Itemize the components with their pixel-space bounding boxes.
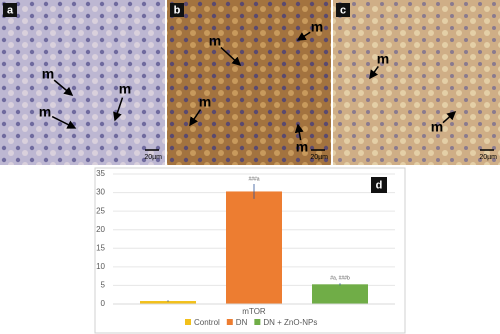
y-tick-label: 25 [96,206,105,215]
marker-label: m [377,51,389,67]
marker-label: m [311,19,323,35]
marker-label: m [119,81,131,97]
y-tick-label: 35 [96,169,105,178]
legend-label: DN [236,318,248,327]
scale-label: 20µm [310,154,328,161]
y-tick-label: 5 [101,281,106,290]
bar [312,284,368,304]
y-tick-label: 10 [96,262,105,271]
micrograph [0,0,165,165]
marker-label: m [199,94,211,110]
panel-label: b [174,4,181,16]
micrograph [167,0,331,165]
marker-arrow [294,123,304,141]
legend-swatch [185,319,191,325]
marker-label: m [39,104,51,120]
marker-arrow [442,111,457,124]
annotation: ###a [248,176,259,182]
legend-label: DN + ZnO-NPs [263,318,317,327]
x-tick-label: mTOR [242,307,266,316]
micrograph [333,0,500,165]
annotation: #a, ###b [330,276,350,282]
marker-arrow [220,46,242,67]
y-tick-label: 30 [96,188,105,197]
marker-label: m [42,66,54,82]
marker-label: m [209,33,221,49]
marker-arrow [189,109,202,127]
marker-arrow [51,115,77,129]
panel-label: c [340,4,346,16]
bar [226,191,282,304]
panel-label: d [376,179,383,191]
panel-label: a [7,4,14,16]
scale-label: 20µm [479,154,497,161]
marker-arrow [53,79,74,96]
panel-label-box [170,3,184,17]
marker-label: m [431,119,443,135]
panel-label-box [371,177,387,193]
panel-label-box [3,3,17,17]
legend-swatch [254,319,261,325]
y-tick-label: 15 [96,243,105,252]
y-tick-label: 0 [101,299,106,308]
marker-arrow [113,97,124,122]
panel-label-box [336,3,350,17]
y-tick-label: 20 [96,225,105,234]
bar [140,301,196,304]
marker-label: m [296,139,308,155]
marker-arrow [296,31,311,41]
marker-arrow [369,66,379,80]
legend-label: Control [194,318,220,327]
scale-label: 20µm [144,154,162,161]
legend-swatch [226,319,233,325]
